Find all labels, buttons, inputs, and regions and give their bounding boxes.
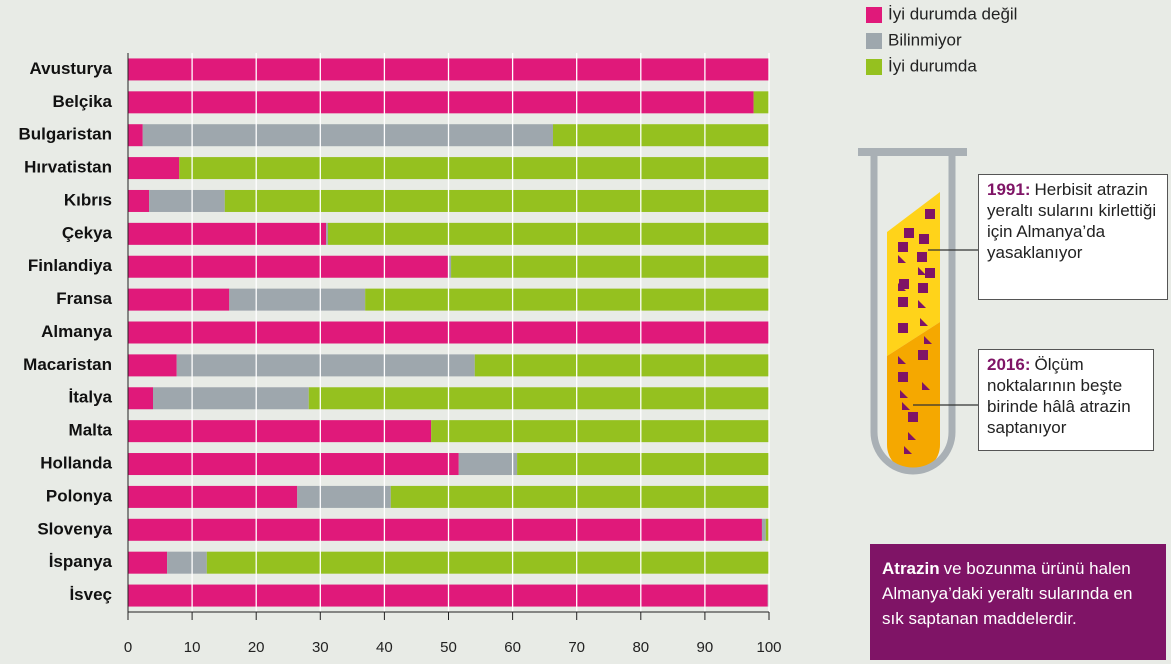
x-tick-label: 30	[312, 639, 329, 656]
x-tick-label: 20	[248, 639, 265, 656]
bar-segment	[149, 190, 225, 212]
bar-segment	[128, 420, 431, 442]
bar-segment	[326, 223, 328, 245]
legend-swatch	[866, 7, 882, 23]
bar-segment	[449, 256, 451, 278]
y-tick-label: İtalya	[69, 388, 113, 407]
note-year: 2016:	[987, 355, 1030, 374]
note-year: 1991:	[987, 180, 1030, 199]
x-tick-label: 50	[440, 639, 457, 656]
y-tick-label: Belçika	[52, 92, 112, 111]
page: {"chart_data": {"type": "bar", "orientat…	[0, 0, 1171, 664]
bar-segment	[762, 519, 766, 541]
x-tick-label: 80	[632, 639, 649, 656]
y-tick-label: İspanya	[49, 552, 113, 571]
y-tick-label: Bulgaristan	[18, 125, 112, 144]
legend-label: İyi durumda değil	[888, 4, 1017, 23]
bar-segment	[207, 552, 769, 574]
info-bold: Atrazin	[882, 559, 940, 578]
bar-segment	[553, 124, 769, 146]
bar-segment	[128, 91, 754, 113]
legend-label: Bilinmiyor	[888, 30, 962, 49]
bar-segment	[153, 387, 309, 409]
y-tick-label: Fransa	[56, 289, 112, 308]
bar-segment	[143, 124, 553, 146]
y-tick-label: Çekya	[62, 223, 113, 242]
x-tick-label: 40	[376, 639, 393, 656]
y-tick-label: İsveç	[69, 585, 112, 604]
legend-swatch	[866, 33, 882, 49]
bar-segment	[754, 91, 769, 113]
bar-segment	[128, 387, 153, 409]
bar-segment	[167, 552, 207, 574]
y-tick-label: Finlandiya	[28, 256, 113, 275]
bar-segment	[328, 223, 769, 245]
bar-segment	[128, 289, 229, 311]
note: 1991:Herbisit atrazin yeraltı sularını k…	[978, 174, 1168, 300]
bar-segment	[177, 354, 475, 376]
y-tick-label: Avusturya	[29, 59, 112, 78]
bar-segment	[475, 354, 769, 376]
bar-segment	[128, 157, 179, 179]
x-tick-label: 70	[568, 639, 585, 656]
bar-segment	[128, 552, 167, 574]
bar-segment	[309, 387, 769, 409]
y-tick-label: Almanya	[41, 322, 112, 341]
legend-label: İyi durumda	[888, 56, 977, 75]
bar-segment	[297, 486, 391, 508]
x-tick-label: 90	[697, 639, 714, 656]
y-tick-label: Hırvatistan	[24, 158, 112, 177]
bar-segment	[128, 453, 459, 475]
x-tick-label: 100	[756, 639, 781, 656]
test-tube	[858, 152, 978, 472]
bar-segment	[128, 354, 177, 376]
y-tick-label: Macaristan	[23, 355, 112, 374]
bar-segment	[128, 519, 762, 541]
x-tick-label: 0	[124, 639, 132, 656]
x-tick-label: 60	[504, 639, 521, 656]
note: 2016:Ölçüm noktalarının beşte birinde hâ…	[978, 349, 1154, 451]
bar-segment	[179, 157, 769, 179]
y-tick-label: Kıbrıs	[64, 190, 112, 209]
bar-segment	[431, 420, 769, 442]
y-tick-label: Slovenya	[37, 519, 112, 538]
bar-segment	[128, 486, 297, 508]
legend-swatch	[866, 59, 882, 75]
bar-segment	[391, 486, 769, 508]
bar-segment	[128, 223, 326, 245]
bar-segment	[517, 453, 769, 475]
bar-segment	[225, 190, 769, 212]
bar-segment	[459, 453, 517, 475]
bar-segment	[229, 289, 365, 311]
bar-segment	[128, 190, 149, 212]
bar-segment	[128, 256, 449, 278]
y-tick-label: Polonya	[46, 486, 113, 505]
y-tick-label: Hollanda	[40, 454, 112, 473]
y-tick-label: Malta	[69, 421, 113, 440]
x-tick-label: 10	[184, 639, 201, 656]
bar-segment	[365, 289, 769, 311]
bar-segment	[451, 256, 769, 278]
bar-segment	[128, 124, 143, 146]
